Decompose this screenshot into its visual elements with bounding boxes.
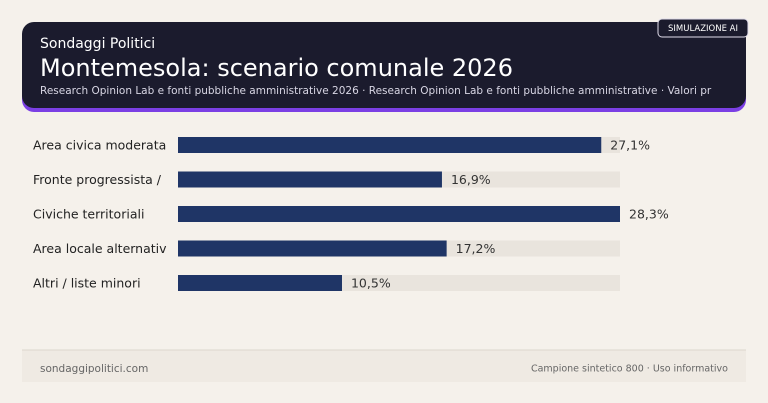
category-label: Fronte progressista / xyxy=(33,172,162,187)
badge-text: SIMULAZIONE AI xyxy=(668,24,738,34)
bar xyxy=(178,206,620,222)
category-label: Area civica moderata xyxy=(33,138,166,153)
badge xyxy=(657,18,749,38)
value-label: 27,1% xyxy=(610,138,650,153)
kicker: Sondaggi Politici xyxy=(40,36,155,52)
chart-subtitle: Research Opinion Lab e fonti pubbliche a… xyxy=(40,85,712,97)
footer-left: sondaggipolitici.com xyxy=(40,363,148,375)
header-card xyxy=(22,22,746,108)
bar xyxy=(178,171,442,188)
value-label: 17,2% xyxy=(456,241,496,256)
category-label: Civiche territoriali xyxy=(33,207,144,222)
footer-right: Campione sintetico 800 · Uso informativo xyxy=(531,364,728,375)
category-label: Altri / liste minori xyxy=(33,276,141,291)
value-label: 28,3% xyxy=(629,207,669,222)
bar xyxy=(178,137,602,153)
value-label: 16,9% xyxy=(451,172,491,187)
bar xyxy=(178,275,342,291)
footer xyxy=(22,350,746,382)
category-label: Area locale alternativ xyxy=(33,241,167,256)
chart-title: Montemesola: scenario comunale 2026 xyxy=(40,54,513,82)
value-label: 10,5% xyxy=(351,276,391,291)
bar xyxy=(178,240,447,257)
